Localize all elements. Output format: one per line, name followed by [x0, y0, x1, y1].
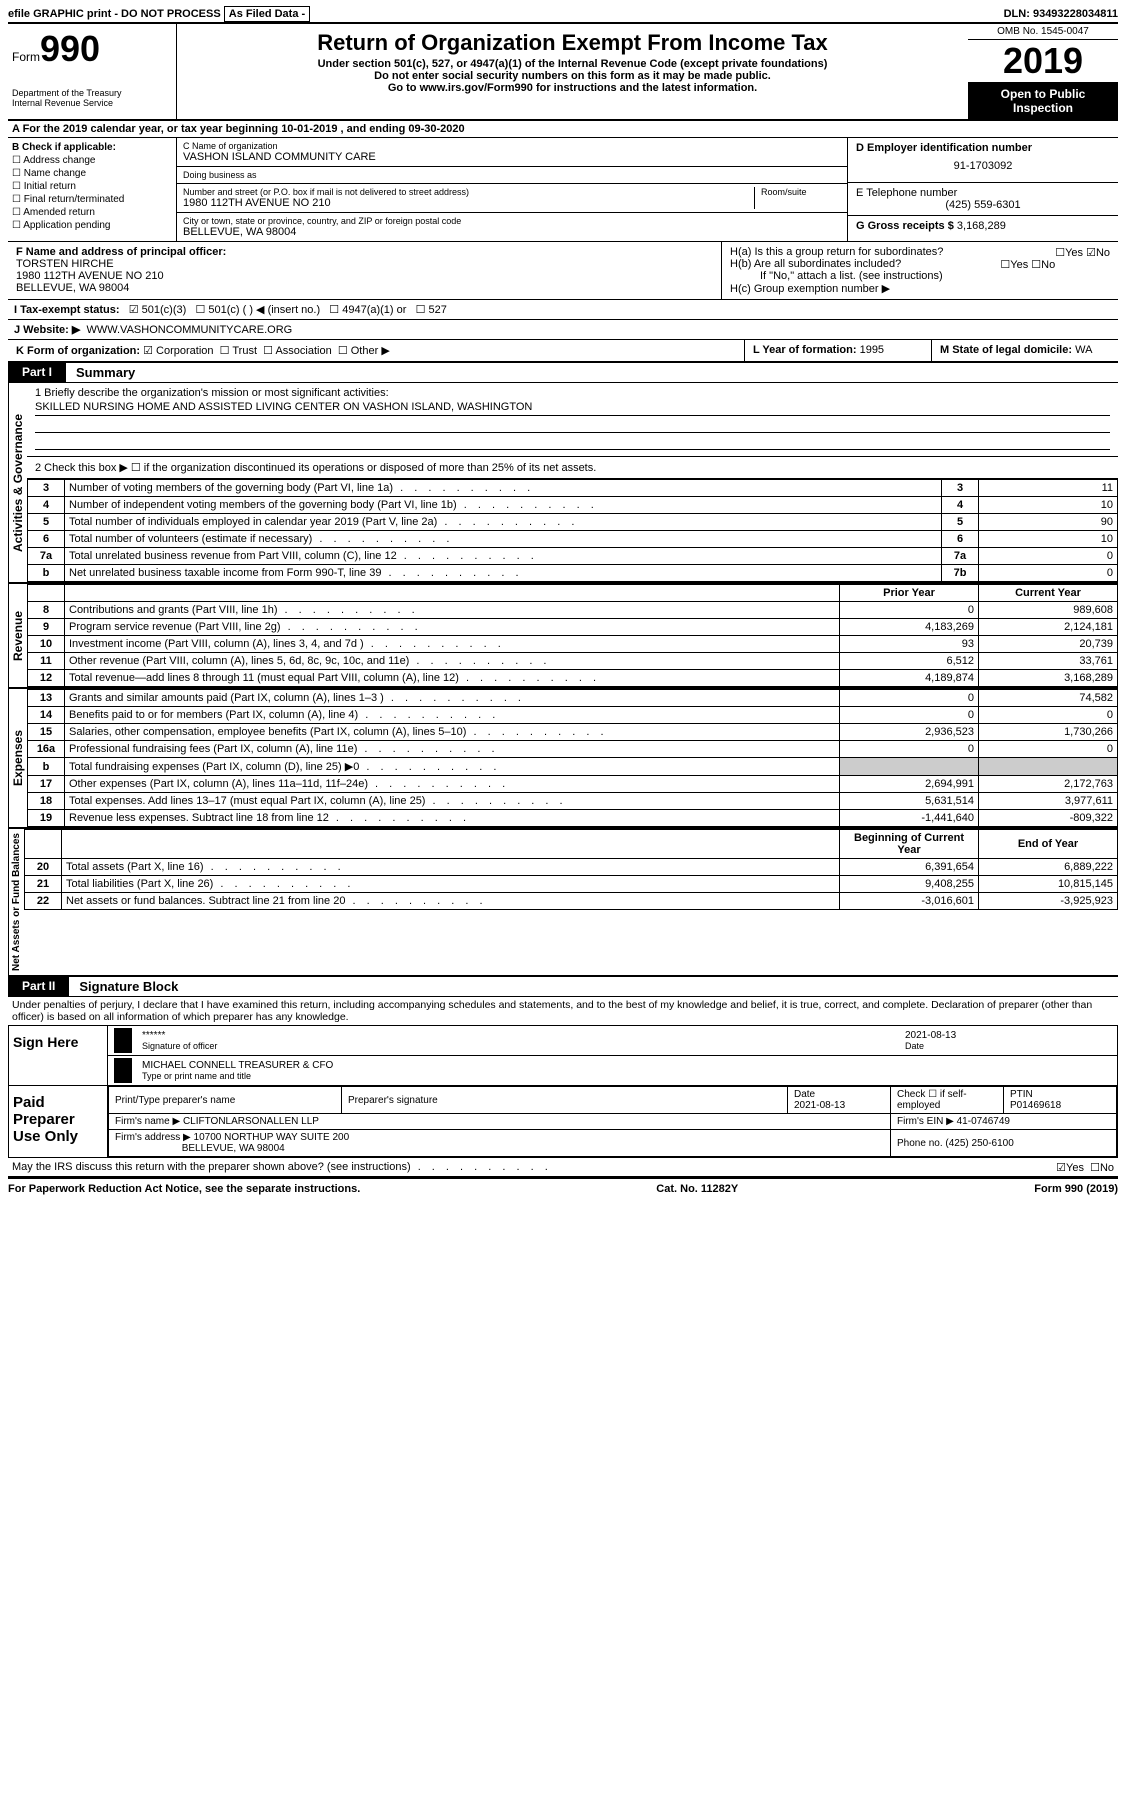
- row-a-tax-year: A For the 2019 calendar year, or tax yea…: [8, 121, 1118, 138]
- q2-label: 2 Check this box ▶ ☐ if the organization…: [27, 457, 1118, 479]
- form-header: Form990 Department of the Treasury Inter…: [8, 24, 1118, 121]
- officer-addr1: 1980 112TH AVENUE NO 210: [16, 270, 713, 282]
- tel-value: (425) 559-6301: [856, 199, 1110, 211]
- subtitle-1: Under section 501(c), 527, or 4947(a)(1)…: [185, 58, 960, 70]
- part1-header: Part I Summary: [8, 363, 1118, 383]
- section-revenue: Revenue Prior YearCurrent Year8Contribut…: [8, 584, 1118, 689]
- hc-label: H(c) Group exemption number ▶: [730, 282, 1110, 295]
- col-b-title: B Check if applicable:: [12, 142, 172, 153]
- governance-table: 3Number of voting members of the governi…: [27, 479, 1118, 582]
- subtitle-3-pre: Go to: [388, 82, 420, 94]
- tax-year: 2019: [968, 40, 1118, 83]
- city-label: City or town, state or province, country…: [183, 216, 841, 226]
- sign-here-block: Sign Here ****** Signature of officer 20…: [8, 1026, 1118, 1086]
- officer-label: F Name and address of principal officer:: [16, 246, 713, 258]
- irs-link[interactable]: www.irs.gov/Form990: [420, 82, 533, 94]
- row-j-website: J Website: ▶ WWW.VASHONCOMMUNITYCARE.ORG: [8, 320, 1118, 340]
- part2-header: Part II Signature Block: [8, 977, 1118, 997]
- website-value: WWW.VASHONCOMMUNITYCARE.ORG: [86, 324, 292, 336]
- section-net-assets: Net Assets or Fund Balances Beginning of…: [8, 829, 1118, 977]
- open-inspection: Open to Public Inspection: [968, 83, 1118, 119]
- form-number: 990: [40, 28, 100, 69]
- perjury-statement: Under penalties of perjury, I declare th…: [8, 997, 1118, 1026]
- city-value: BELLEVUE, WA 98004: [183, 226, 841, 238]
- chk-name-change[interactable]: ☐ Name change: [12, 168, 172, 179]
- sig-name-label: Type or print name and title: [142, 1071, 1105, 1081]
- officer-name: TORSTEN HIRCHE: [16, 258, 713, 270]
- subtitle-3-post: for instructions and the latest informat…: [533, 82, 757, 94]
- omb-number: OMB No. 1545-0047: [968, 24, 1118, 40]
- chk-amended-return[interactable]: ☐ Amended return: [12, 207, 172, 218]
- gross-value: 3,168,289: [957, 220, 1006, 232]
- addr-label: Number and street (or P.O. box if mail i…: [183, 187, 754, 197]
- chk-address-change[interactable]: ☐ Address change: [12, 155, 172, 166]
- net-assets-table: Beginning of Current YearEnd of Year20To…: [24, 829, 1118, 910]
- mission-text: SKILLED NURSING HOME AND ASSISTED LIVING…: [35, 401, 1110, 416]
- form-word: Form: [12, 50, 40, 64]
- hb-note: If "No," attach a list. (see instruction…: [730, 270, 1110, 282]
- hb-label: H(b) Are all subordinates included?: [730, 258, 901, 270]
- org-name-label: C Name of organization: [183, 141, 841, 151]
- dln-value: 93493228034811: [1033, 8, 1118, 20]
- tel-label: E Telephone number: [856, 187, 1110, 199]
- form-title: Return of Organization Exempt From Incom…: [185, 30, 960, 56]
- addr-value: 1980 112TH AVENUE NO 210: [183, 197, 754, 209]
- as-filed-box: As Filed Data -: [224, 6, 310, 22]
- section-fh: F Name and address of principal officer:…: [8, 242, 1118, 300]
- col-c-org-info: C Name of organization VASHON ISLAND COM…: [177, 138, 847, 241]
- sig-name: MICHAEL CONNELL TREASURER & CFO: [142, 1060, 1105, 1071]
- org-name: VASHON ISLAND COMMUNITY CARE: [183, 151, 841, 163]
- col-de: D Employer identification number 91-1703…: [847, 138, 1118, 241]
- sig-date-label: Date: [905, 1041, 1105, 1051]
- row-i-tax-status: I Tax-exempt status: ☑ 501(c)(3) ☐ 501(c…: [8, 300, 1118, 320]
- gross-label: G Gross receipts $: [856, 220, 954, 232]
- subtitle-2: Do not enter social security numbers on …: [185, 70, 960, 82]
- top-bar: efile GRAPHIC print - DO NOT PROCESS As …: [8, 8, 1118, 24]
- page-footer: For Paperwork Reduction Act Notice, see …: [8, 1178, 1118, 1195]
- efile-label: efile GRAPHIC print - DO NOT PROCESS: [8, 8, 221, 20]
- chk-initial-return[interactable]: ☐ Initial return: [12, 181, 172, 192]
- discuss-row: May the IRS discuss this return with the…: [8, 1158, 1118, 1178]
- sig-stars: ******: [142, 1030, 893, 1041]
- row-klm: K Form of organization: ☑ Corporation ☐ …: [8, 340, 1118, 363]
- expenses-table: 13Grants and similar amounts paid (Part …: [27, 689, 1118, 827]
- dba-label: Doing business as: [183, 170, 841, 180]
- officer-addr2: BELLEVUE, WA 98004: [16, 282, 713, 294]
- chk-final-return[interactable]: ☐ Final return/terminated: [12, 194, 172, 205]
- chk-application-pending[interactable]: ☐ Application pending: [12, 220, 172, 231]
- paid-preparer-block: Paid Preparer Use Only Print/Type prepar…: [8, 1086, 1118, 1158]
- section-governance: Activities & Governance 1 Briefly descri…: [8, 383, 1118, 584]
- section-bcdeg: B Check if applicable: ☐ Address change …: [8, 138, 1118, 242]
- dept-treasury: Department of the Treasury Internal Reve…: [12, 88, 172, 108]
- col-b-checkboxes: B Check if applicable: ☐ Address change …: [8, 138, 177, 241]
- sig-of-officer-label: Signature of officer: [142, 1041, 893, 1051]
- ha-label: H(a) Is this a group return for subordin…: [730, 246, 943, 258]
- room-label: Room/suite: [761, 187, 841, 197]
- ein-value: 91-1703092: [856, 154, 1110, 178]
- sig-date: 2021-08-13: [905, 1030, 1105, 1041]
- revenue-table: Prior YearCurrent Year8Contributions and…: [27, 584, 1118, 687]
- ein-label: D Employer identification number: [856, 142, 1110, 154]
- dln-label: DLN:: [1004, 8, 1030, 20]
- section-expenses: Expenses 13Grants and similar amounts pa…: [8, 689, 1118, 829]
- q1-label: 1 Briefly describe the organization's mi…: [35, 387, 1110, 399]
